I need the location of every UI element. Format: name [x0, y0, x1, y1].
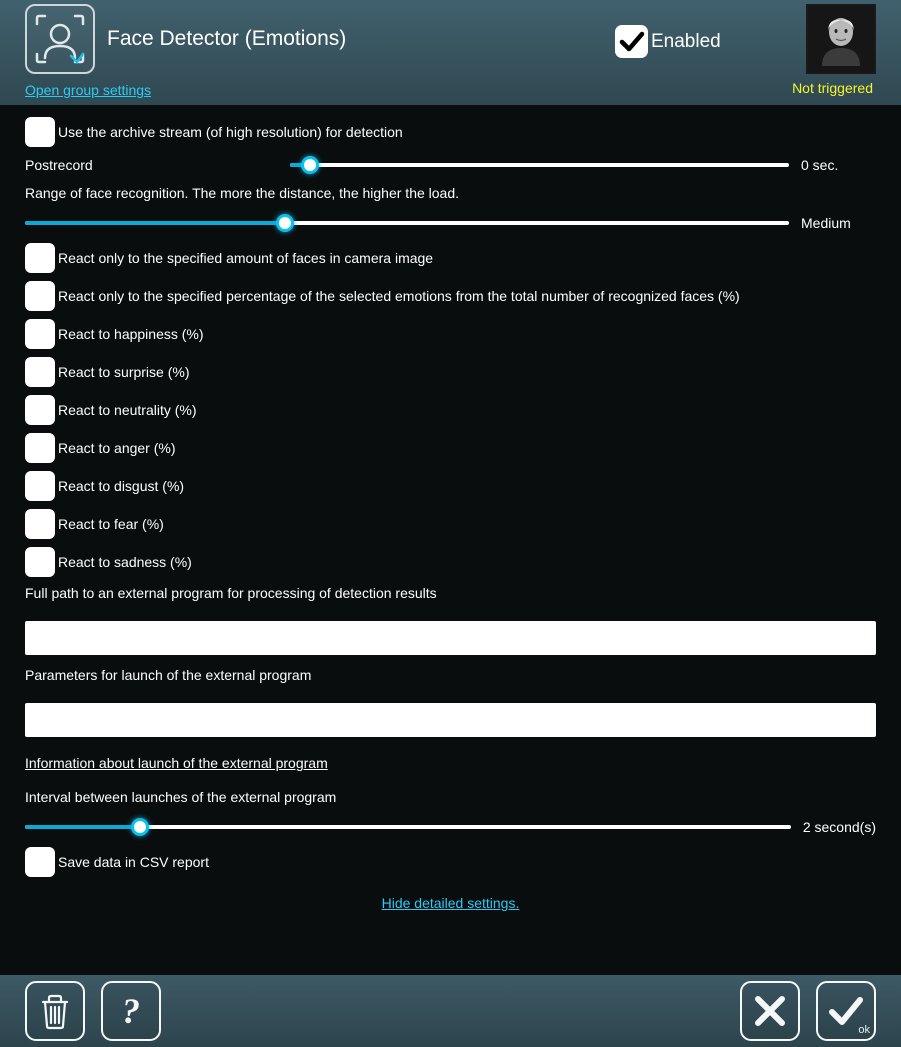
- range-row: Medium: [25, 213, 876, 233]
- postrecord-slider[interactable]: [290, 155, 789, 175]
- face-detector-icon: [25, 4, 95, 74]
- emotion-row: React to fear (%): [25, 509, 876, 539]
- enabled-checkbox[interactable]: [615, 25, 648, 58]
- emotion-row: React to anger (%): [25, 433, 876, 463]
- emotion-label: React to surprise (%): [58, 363, 189, 381]
- emotion-row: React to sadness (%): [25, 547, 876, 577]
- emotion-checkbox[interactable]: [25, 509, 55, 539]
- range-description: Range of face recognition. The more the …: [25, 185, 876, 201]
- emotion-label: React to fear (%): [58, 515, 164, 533]
- emotion-checkbox[interactable]: [25, 395, 55, 425]
- emotion-label: React to anger (%): [58, 439, 176, 457]
- ext-path-input[interactable]: [25, 621, 876, 655]
- interval-value: 2 second(s): [803, 819, 876, 835]
- footer: ? ok: [0, 975, 901, 1047]
- emotion-checkbox[interactable]: [25, 471, 55, 501]
- delete-button[interactable]: [25, 981, 85, 1041]
- react-amount-checkbox[interactable]: [25, 243, 55, 273]
- react-amount-row: React only to the specified amount of fa…: [25, 243, 876, 273]
- header-top: Face Detector (Emotions): [25, 3, 876, 75]
- page-title: Face Detector (Emotions): [107, 27, 346, 51]
- emotion-checkbox[interactable]: [25, 547, 55, 577]
- settings-body: Use the archive stream (of high resoluti…: [0, 105, 901, 911]
- csv-row: Save data in CSV report: [25, 847, 876, 877]
- emotion-row: React to happiness (%): [25, 319, 876, 349]
- react-amount-label: React only to the specified amount of fa…: [58, 249, 433, 267]
- range-slider[interactable]: [25, 213, 789, 233]
- ext-params-input[interactable]: [25, 703, 876, 737]
- interval-row: 2 second(s): [25, 817, 876, 837]
- emotion-label: React to sadness (%): [58, 553, 192, 571]
- archive-stream-checkbox[interactable]: [25, 117, 55, 147]
- csv-label: Save data in CSV report: [58, 853, 209, 871]
- interval-label: Interval between launches of the externa…: [25, 789, 876, 805]
- emotion-checkbox[interactable]: [25, 433, 55, 463]
- svg-text:?: ?: [122, 991, 140, 1031]
- ext-path-label: Full path to an external program for pro…: [25, 585, 876, 601]
- emotion-row: React to surprise (%): [25, 357, 876, 387]
- ok-button[interactable]: ok: [816, 981, 876, 1041]
- range-value: Medium: [801, 215, 876, 231]
- interval-slider[interactable]: [25, 817, 791, 837]
- hide-detailed-link[interactable]: Hide detailed settings.: [25, 895, 876, 911]
- status-text: Not triggered: [792, 80, 873, 96]
- react-percent-checkbox[interactable]: [25, 281, 55, 311]
- enabled-label: Enabled: [651, 31, 721, 53]
- postrecord-value: 0 sec.: [801, 157, 876, 173]
- ext-params-label: Parameters for launch of the external pr…: [25, 667, 876, 683]
- emotion-row: React to disgust (%): [25, 471, 876, 501]
- csv-checkbox[interactable]: [25, 847, 55, 877]
- archive-stream-label: Use the archive stream (of high resoluti…: [58, 123, 403, 141]
- enabled-toggle[interactable]: Enabled: [615, 25, 721, 58]
- emotion-label: React to neutrality (%): [58, 401, 197, 419]
- emotion-label: React to disgust (%): [58, 477, 184, 495]
- emotion-checkbox[interactable]: [25, 357, 55, 387]
- help-button[interactable]: ?: [101, 981, 161, 1041]
- header: Face Detector (Emotions) Enabled Not tri…: [0, 0, 901, 105]
- cancel-button[interactable]: [740, 981, 800, 1041]
- postrecord-label: Postrecord: [25, 157, 278, 173]
- emotion-checkbox[interactable]: [25, 319, 55, 349]
- react-percent-row: React only to the specified percentage o…: [25, 281, 876, 311]
- postrecord-row: Postrecord 0 sec.: [25, 155, 876, 175]
- emotion-label: React to happiness (%): [58, 325, 204, 343]
- preview-thumbnail[interactable]: [806, 4, 876, 74]
- react-percent-label: React only to the specified percentage o…: [58, 287, 740, 305]
- open-group-settings-link[interactable]: Open group settings: [25, 82, 151, 98]
- ext-info-link[interactable]: Information about launch of the external…: [25, 755, 328, 771]
- archive-stream-row: Use the archive stream (of high resoluti…: [25, 117, 876, 147]
- emotion-row: React to neutrality (%): [25, 395, 876, 425]
- ok-label: ok: [858, 1024, 870, 1036]
